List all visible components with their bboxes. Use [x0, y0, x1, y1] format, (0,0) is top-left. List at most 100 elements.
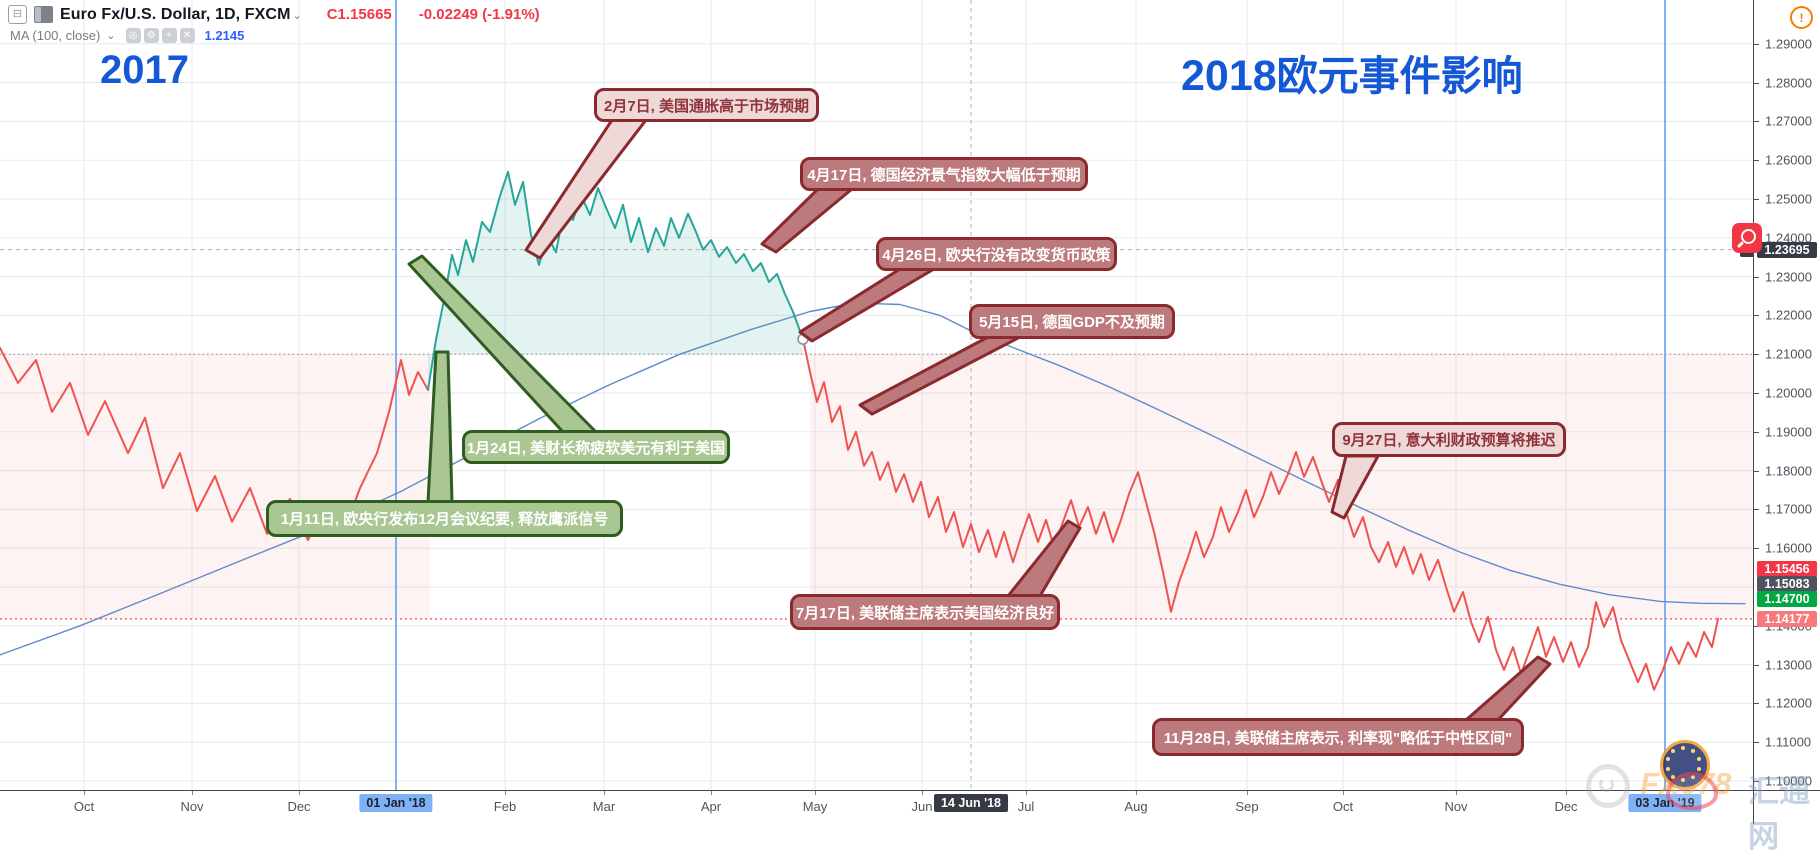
callout-sep27[interactable]: 9月27日, 意大利财政预算将推迟 — [1332, 422, 1566, 457]
zoom-search-button[interactable] — [1732, 223, 1762, 253]
callout-feb7[interactable]: 2月7日, 美国通胀高于市场预期 — [594, 88, 819, 122]
price-tick — [1754, 470, 1759, 472]
callout-apr17[interactable]: 4月17日, 德国经济景气指数大幅低于预期 — [800, 157, 1088, 191]
price-tick-label: 1.22000 — [1765, 307, 1812, 323]
time-badge-03-Jan--19: 03 Jan '19 — [1628, 794, 1702, 812]
time-tick-label: Oct — [73, 799, 95, 814]
close-price: C1.15665 — [326, 6, 392, 23]
price-badge-1.15083: 1.15083 — [1757, 575, 1817, 592]
indicator-add-icon[interactable]: + — [161, 28, 177, 43]
price-tick — [1754, 82, 1759, 84]
price-tick-label: 1.21000 — [1765, 346, 1812, 362]
indicator-settings-gear-icon[interactable]: ⚙ — [143, 28, 159, 43]
price-tick — [1754, 315, 1759, 317]
time-badge-14-Jun--18: 14 Jun '18 — [934, 794, 1008, 812]
price-tick — [1754, 509, 1759, 511]
price-tick-label: 1.10000 — [1765, 773, 1812, 789]
symbol-logo-icon — [34, 6, 53, 23]
year-2017-label: 2017 — [100, 48, 189, 92]
time-tick-label: Feb — [493, 799, 517, 814]
price-tick-label: 1.20000 — [1765, 385, 1812, 401]
time-tick-label: May — [802, 799, 828, 814]
price-tick-label: 1.11000 — [1765, 734, 1812, 750]
price-tick — [1754, 354, 1759, 356]
price-tick — [1754, 781, 1759, 782]
price-tick-label: 1.25000 — [1765, 191, 1812, 207]
indicator-remove-icon[interactable]: ✕ — [179, 28, 195, 43]
axis-corner — [1753, 790, 1820, 824]
time-tick-label: Nov — [180, 799, 204, 814]
indicator-visibility-icon[interactable]: ◎ — [125, 28, 141, 43]
price-tick-label: 1.18000 — [1765, 463, 1812, 479]
price-badge-1.14177: 1.14177 — [1757, 610, 1817, 627]
magnifier-icon — [1741, 229, 1756, 244]
price-tick — [1754, 393, 1759, 394]
callout-tail-apr17 — [760, 187, 854, 254]
series-eur_2018_teal — [427, 170, 804, 391]
time-tick-label: Aug — [1124, 799, 1148, 814]
price-tick — [1754, 199, 1759, 200]
time-tick — [1247, 791, 1248, 795]
price-badge-1.15456: 1.15456 — [1757, 561, 1817, 578]
callout-tail-nov28 — [1464, 655, 1552, 722]
time-tick-label: Nov — [1444, 799, 1468, 814]
price-tick — [1754, 742, 1759, 744]
events-title-2018: 2018欧元事件影响 — [1181, 52, 1523, 100]
price-tick-label: 1.28000 — [1765, 75, 1812, 91]
indicator-row: MA (100, close) ⌄ ◎ ⚙ + ✕ 1.2145 — [10, 28, 244, 43]
price-tick — [1754, 625, 1759, 627]
time-axis[interactable]: Oct Nov Dec Feb Mar Apr May Jun Jul Aug Sep Oct Nov D… — [0, 790, 1753, 824]
price-tick-label: 1.23000 — [1765, 269, 1812, 285]
time-tick — [299, 791, 300, 795]
price-tick — [1754, 160, 1759, 162]
price-tick-label: 1.13000 — [1765, 657, 1812, 673]
price-tick — [1754, 121, 1759, 123]
price-tick-label: 1.16000 — [1765, 540, 1812, 556]
price-tick-label: 1.17000 — [1765, 501, 1812, 517]
data-warning-icon[interactable]: ! — [1790, 6, 1813, 29]
price-tick — [1754, 548, 1759, 550]
price-badge-1.23695: 1.23695+ — [1740, 241, 1817, 258]
time-tick — [1456, 791, 1457, 795]
time-tick — [1026, 791, 1027, 795]
callout-apr26[interactable]: 4月26日, 欧央行没有改变货币政策 — [876, 237, 1117, 271]
time-tick — [711, 791, 712, 795]
time-badge-01-Jan--18: 01 Jan '18 — [359, 794, 433, 812]
price-badge-1.14700: 1.14700 — [1757, 590, 1817, 607]
price-tick — [1754, 276, 1759, 278]
price-tick — [1754, 703, 1759, 705]
time-tick — [922, 791, 923, 795]
time-tick-label: Oct — [1332, 799, 1354, 814]
time-tick-label: Jun — [911, 799, 933, 814]
symbol-title[interactable]: Euro Fx/U.S. Dollar, 1D, FXCM ⌄ — [60, 5, 302, 23]
time-tick-label: Apr — [700, 799, 722, 814]
time-tick-label: Sep — [1235, 799, 1259, 814]
price-tick — [1754, 43, 1759, 45]
indicator-label[interactable]: MA (100, close) — [10, 28, 101, 43]
time-tick — [604, 791, 605, 795]
price-tick-label: 1.26000 — [1765, 152, 1812, 168]
time-tick — [815, 791, 816, 795]
chevron-down-icon: ⌄ — [292, 9, 302, 22]
collapse-panel-icon[interactable]: ⊟ — [8, 5, 27, 24]
callout-nov28[interactable]: 11月28日, 美联储主席表示, 利率现"略低于中性区间" — [1152, 718, 1524, 756]
price-tick-label: 1.19000 — [1765, 424, 1812, 440]
price-tick-label: 1.24000 — [1765, 230, 1812, 246]
chart-header: ⊟ Euro Fx/U.S. Dollar, 1D, FXCM ⌄ C1.1566… — [8, 5, 540, 24]
time-tick-label: Dec — [287, 799, 311, 814]
price-axis[interactable]: 1.29000 1.28000 1.27000 1.26000 1.25000 1.240… — [1740, 0, 1820, 790]
chart-canvas[interactable] — [0, 0, 1753, 790]
chevron-down-icon: ⌄ — [106, 30, 116, 42]
time-tick — [1343, 791, 1344, 795]
callout-jan11[interactable]: 1月11日, 欧央行发布12月会议纪要, 释放鹰派信号 — [266, 500, 623, 537]
price-tick-label: 1.12000 — [1765, 695, 1812, 711]
time-tick — [1566, 791, 1567, 795]
callout-jan24[interactable]: 1月24日, 美财长称疲软美元有利于美国 — [462, 430, 730, 464]
callout-may15[interactable]: 5月15日, 德国GDP不及预期 — [969, 304, 1175, 339]
series-eur_2017_red — [0, 347, 429, 542]
callout-jul17[interactable]: 7月17日, 美联储主席表示美国经济良好 — [790, 594, 1060, 630]
trading-chart-page: { "header": { "symbol_title": "Euro Fx/U… — [0, 0, 1820, 823]
profit-zone-teal — [428, 171, 803, 390]
time-tick — [1136, 791, 1137, 795]
callout-tail-jan11 — [426, 350, 454, 504]
